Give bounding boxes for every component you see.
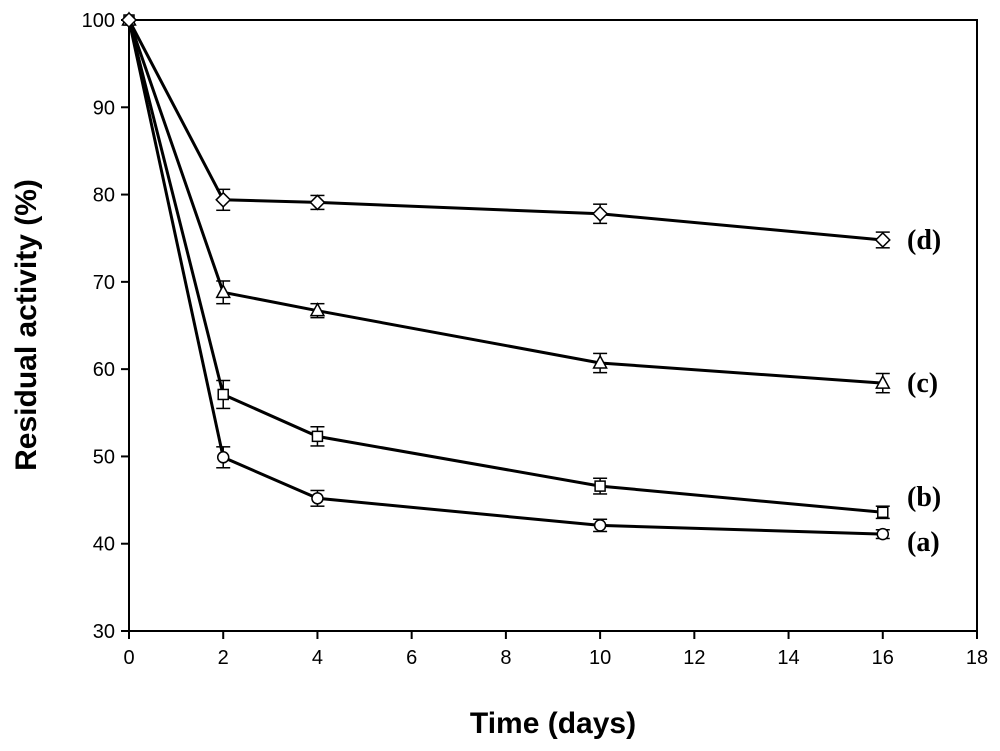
series-label-b: (b) <box>907 482 941 513</box>
point-a <box>876 527 890 541</box>
y-tick-label: 100 <box>82 10 115 32</box>
x-tick-label: 16 <box>872 647 894 669</box>
point-c <box>592 354 608 369</box>
x-tick-label: 10 <box>589 647 611 669</box>
x-axis: 0 2 4 6 8 10 12 14 16 18 <box>123 631 988 669</box>
x-axis-title: Time (days) <box>470 707 636 740</box>
series-labels: (a) (b) (c) (d) <box>907 225 941 558</box>
y-tick-label: 70 <box>93 272 115 294</box>
x-tick-label: 18 <box>966 647 988 669</box>
point-d <box>215 191 232 208</box>
point-a <box>311 492 324 505</box>
series-label-c: (c) <box>907 368 938 399</box>
y-tick-label: 60 <box>93 359 115 381</box>
point-b <box>877 506 889 519</box>
point-c <box>875 374 891 389</box>
point-d <box>874 231 891 249</box>
x-tick-label: 4 <box>312 647 323 669</box>
x-tick-label: 2 <box>218 647 229 669</box>
y-axis: 30 40 50 60 70 80 90 100 <box>82 10 129 643</box>
point-d <box>309 194 326 211</box>
point-b <box>594 480 606 492</box>
series-label-a: (a) <box>907 527 940 558</box>
y-tick-label: 80 <box>93 185 115 207</box>
y-tick-label: 30 <box>93 621 115 643</box>
point-c <box>309 302 326 317</box>
x-tick-label: 0 <box>123 647 134 669</box>
series-label-d: (d) <box>907 225 941 256</box>
x-tick-label: 8 <box>500 647 511 669</box>
point-b <box>217 388 229 401</box>
series-layer <box>120 11 891 541</box>
point-d <box>592 205 609 222</box>
x-tick-label: 6 <box>406 647 417 669</box>
plot-area <box>128 19 978 632</box>
point-d <box>120 11 138 29</box>
x-tick-label: 12 <box>683 647 705 669</box>
point-a <box>216 451 230 464</box>
y-axis-title: Residual activity (%) <box>10 179 43 471</box>
point-c <box>215 283 231 299</box>
point-a <box>593 519 607 532</box>
y-tick-label: 50 <box>93 446 115 468</box>
x-tick-label: 14 <box>777 647 799 669</box>
y-tick-label: 90 <box>93 97 115 119</box>
y-tick-label: 40 <box>93 534 115 556</box>
point-b <box>311 430 324 443</box>
